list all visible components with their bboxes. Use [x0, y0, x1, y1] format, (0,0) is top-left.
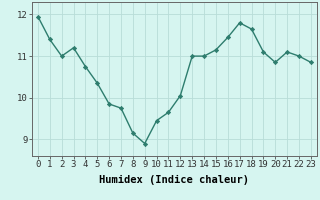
- X-axis label: Humidex (Indice chaleur): Humidex (Indice chaleur): [100, 175, 249, 185]
